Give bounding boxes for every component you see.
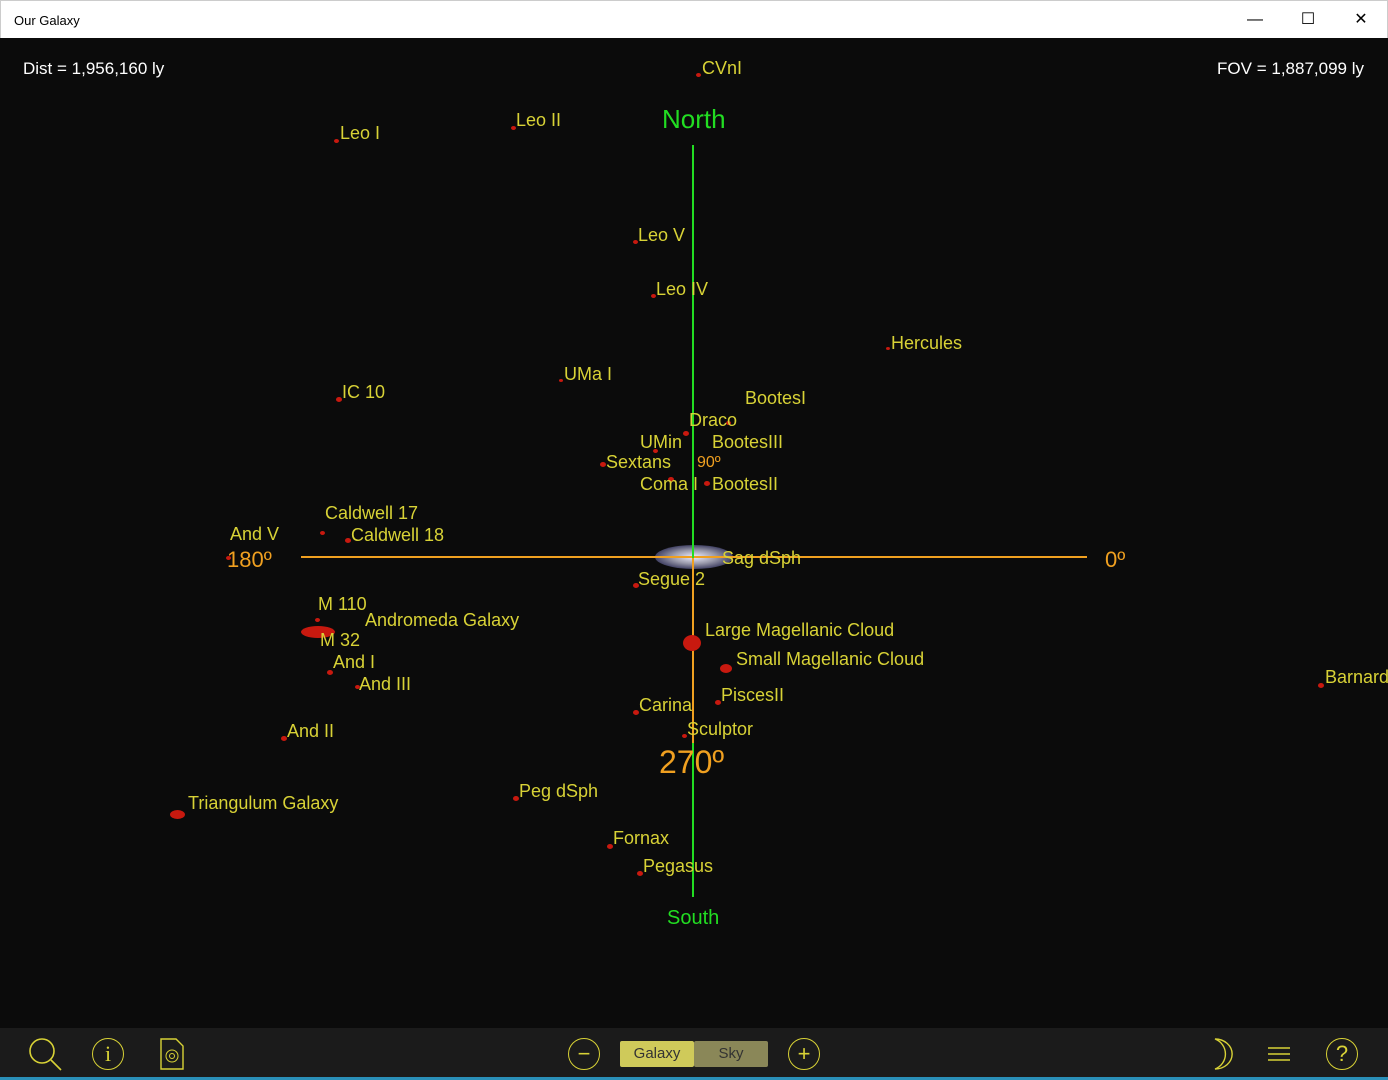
object-label-umin[interactable]: UMin xyxy=(640,432,683,452)
object-label-sag-dsph[interactable]: Sag dSph xyxy=(722,548,802,568)
title-bar: Our Galaxy — ☐ ✕ xyxy=(0,0,1388,38)
object-label-piscesii[interactable]: PiscesII xyxy=(721,685,785,705)
object-label-bootesii[interactable]: BootesII xyxy=(712,474,779,494)
object-label-segue-2[interactable]: Segue 2 xyxy=(638,569,706,589)
object-label-leo-iv[interactable]: Leo IV xyxy=(656,279,709,299)
object-label-sextans[interactable]: Sextans xyxy=(606,452,672,472)
object-marker-pegasus[interactable] xyxy=(637,870,643,876)
object-marker-caldwell-18[interactable] xyxy=(345,537,351,543)
object-label-and-i[interactable]: And I xyxy=(333,652,376,672)
object-label-hercules[interactable]: Hercules xyxy=(891,333,963,353)
object-label-and-ii[interactable]: And II xyxy=(287,721,335,741)
object-label-peg-dsph[interactable]: Peg dSph xyxy=(519,781,599,801)
object-marker-piscesii[interactable] xyxy=(715,699,721,705)
object-marker-leo-iv[interactable] xyxy=(650,294,656,298)
info-icon[interactable]: i xyxy=(90,1036,126,1072)
zoom-in-icon[interactable]: + xyxy=(786,1036,822,1072)
object-marker-and-v[interactable] xyxy=(225,556,231,560)
object-label-m-110[interactable]: M 110 xyxy=(318,594,367,614)
window-title: Our Galaxy xyxy=(14,13,80,28)
distance-readout: Dist = 1,956,160 ly xyxy=(23,59,165,78)
object-marker-peg-dsph[interactable] xyxy=(513,795,519,801)
object-label-barnard[interactable]: Barnard xyxy=(1325,667,1388,687)
object-marker-leo-i[interactable] xyxy=(333,139,339,143)
object-marker-triangulum-galaxy[interactable] xyxy=(169,809,185,819)
object-label-and-iii[interactable]: And III xyxy=(359,674,412,694)
object-label-draco[interactable]: Draco xyxy=(689,410,738,430)
galaxy-view-canvas[interactable]: Dist = 1,956,160 ly FOV = 1,887,099 ly N… xyxy=(0,38,1388,1028)
object-marker-m-32[interactable] xyxy=(301,626,335,638)
object-label-ic-10[interactable]: IC 10 xyxy=(342,382,386,402)
object-marker-bootesi[interactable] xyxy=(725,421,731,425)
object-label-bootesi[interactable]: BootesI xyxy=(745,388,807,408)
object-label-and-v[interactable]: And V xyxy=(230,524,280,544)
galaxy-document-icon[interactable] xyxy=(154,1036,190,1072)
object-marker-carina[interactable] xyxy=(633,709,639,715)
object-label-sculptor[interactable]: Sculptor xyxy=(687,719,754,739)
maximize-button[interactable]: ☐ xyxy=(1300,11,1316,28)
object-label-leo-i[interactable]: Leo I xyxy=(340,123,381,143)
close-button[interactable]: ✕ xyxy=(1354,11,1368,28)
angle-270-label: 270º xyxy=(659,744,725,780)
object-marker-coma-i[interactable] xyxy=(668,476,674,482)
object-label-caldwell-18[interactable]: Caldwell 18 xyxy=(351,525,445,545)
object-marker-leo-v[interactable] xyxy=(632,240,638,244)
object-marker-and-ii[interactable] xyxy=(281,735,287,741)
object-label-bootesiii[interactable]: BootesIII xyxy=(712,432,784,452)
object-marker-and-iii[interactable] xyxy=(354,685,360,689)
object-marker-cvni[interactable] xyxy=(695,73,701,77)
menu-icon[interactable] xyxy=(1261,1036,1297,1072)
object-label-andromeda-galaxy[interactable]: Andromeda Galaxy xyxy=(365,610,520,630)
horizontal-axis-line xyxy=(301,556,1087,558)
object-marker-sculptor[interactable] xyxy=(681,734,687,738)
object-marker-hercules[interactable] xyxy=(886,346,890,350)
object-marker-ic-10[interactable] xyxy=(336,396,342,402)
angle-90-label: 90º xyxy=(697,454,721,471)
object-label-small-magellanic-cloud[interactable]: Small Magellanic Cloud xyxy=(736,649,925,669)
object-marker-umin[interactable] xyxy=(652,449,658,453)
zoom-out-icon[interactable]: − xyxy=(566,1036,602,1072)
object-marker-large-magellanic-cloud[interactable] xyxy=(683,635,701,651)
object-marker-caldwell-17[interactable] xyxy=(319,531,325,535)
night-mode-moon-icon[interactable] xyxy=(1200,1036,1236,1072)
object-marker-barnard[interactable] xyxy=(1318,682,1324,688)
south-label: South xyxy=(667,907,720,929)
object-marker-fornax[interactable] xyxy=(607,843,613,849)
object-marker-leo-ii[interactable] xyxy=(510,126,516,130)
object-label-triangulum-galaxy[interactable]: Triangulum Galaxy xyxy=(188,793,339,813)
object-label-cvni[interactable]: CVnI xyxy=(702,58,743,78)
object-label-large-magellanic-cloud[interactable]: Large Magellanic Cloud xyxy=(705,620,895,640)
sky-mode-button[interactable]: Sky xyxy=(694,1041,768,1067)
object-marker-small-magellanic-cloud[interactable] xyxy=(720,663,732,673)
object-label-carina[interactable]: Carina xyxy=(639,695,693,715)
object-marker-uma-i[interactable] xyxy=(559,378,563,382)
search-icon[interactable] xyxy=(27,1036,63,1072)
object-label-leo-ii[interactable]: Leo II xyxy=(516,110,562,130)
bottom-toolbar: i − Galaxy Sky + ? xyxy=(0,1028,1388,1080)
object-marker-m-110[interactable] xyxy=(314,618,320,622)
object-marker-draco[interactable] xyxy=(683,430,689,436)
object-label-uma-i[interactable]: UMa I xyxy=(564,364,613,384)
object-marker-and-i[interactable] xyxy=(327,669,333,675)
north-south-axis-line xyxy=(692,145,694,897)
object-marker-bootesii[interactable] xyxy=(704,480,710,486)
angle-180-label: 180º xyxy=(227,547,272,572)
object-marker-segue-2[interactable] xyxy=(633,582,639,588)
object-label-pegasus[interactable]: Pegasus xyxy=(643,856,714,876)
minimize-button[interactable]: — xyxy=(1247,11,1263,28)
fov-readout: FOV = 1,887,099 ly xyxy=(1217,59,1364,78)
angle-0-label: 0º xyxy=(1105,547,1126,572)
object-label-leo-v[interactable]: Leo V xyxy=(638,225,686,245)
object-label-coma-i[interactable]: Coma I xyxy=(640,474,699,494)
north-label: North xyxy=(662,104,726,134)
object-label-m-32[interactable]: M 32 xyxy=(320,630,361,650)
object-label-caldwell-17[interactable]: Caldwell 17 xyxy=(325,503,419,523)
object-label-fornax[interactable]: Fornax xyxy=(613,828,670,848)
help-icon[interactable]: ? xyxy=(1324,1036,1360,1072)
galaxy-mode-button[interactable]: Galaxy xyxy=(620,1041,694,1067)
object-marker-sextans[interactable] xyxy=(600,461,606,467)
